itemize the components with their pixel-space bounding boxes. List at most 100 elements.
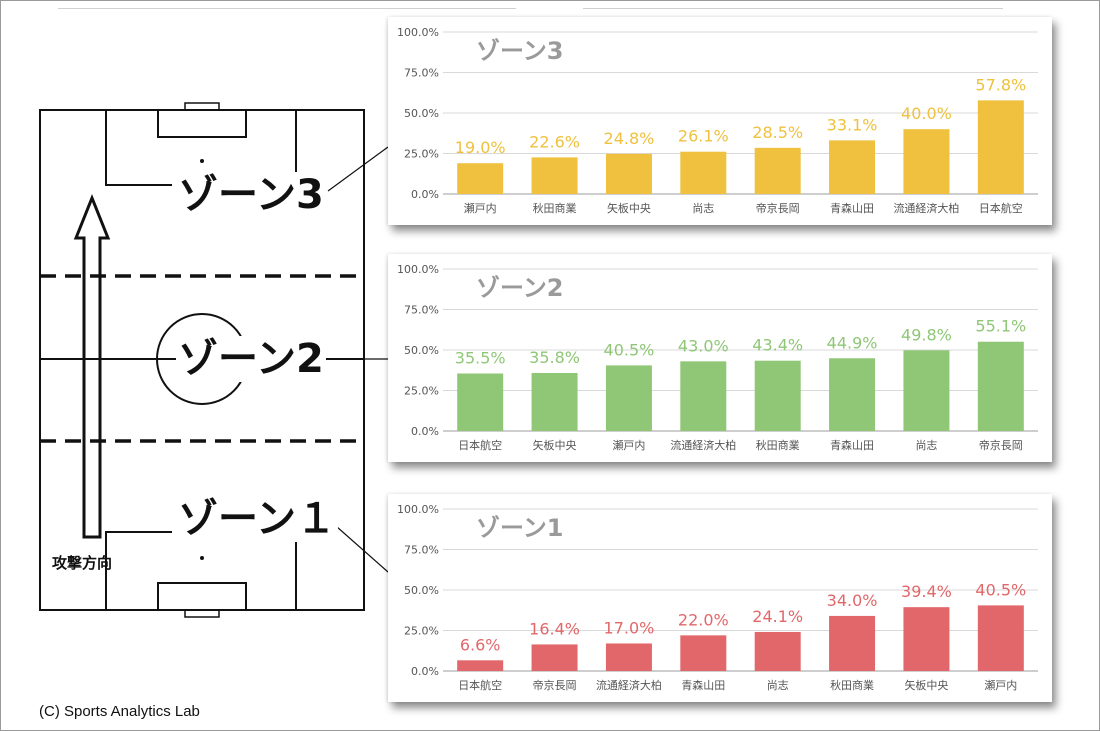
bar [829, 358, 876, 431]
bar-value-label: 26.1% [678, 127, 729, 146]
x-category-label: 矢板中央 [533, 438, 577, 452]
penalty-spot-bottom [200, 556, 204, 560]
bar-value-label: 17.0% [604, 618, 655, 637]
bar [903, 129, 950, 194]
x-category-label: 矢板中央 [607, 201, 651, 215]
x-category-label: 帝京長岡 [979, 438, 1023, 452]
bar-value-label: 40.5% [975, 580, 1026, 599]
y-tick-label: 25.0% [404, 148, 439, 161]
y-tick-label: 75.0% [404, 544, 439, 557]
bar [754, 360, 801, 431]
x-category-label: 日本航空 [458, 438, 502, 452]
bottom-goal-area [157, 582, 247, 611]
zone3-callout-line [327, 146, 389, 192]
x-category-label: 青森山田 [830, 438, 874, 452]
zone3-chart-title: ゾーン3 [476, 37, 564, 65]
x-category-label: 秋田商業 [830, 678, 874, 692]
bar-value-label: 35.5% [455, 348, 506, 367]
y-tick-label: 100.0% [397, 26, 439, 39]
bottom-penalty-area-left [105, 531, 172, 610]
bar [903, 607, 950, 671]
bar-value-label: 19.0% [455, 138, 506, 157]
zone1-pitch-label: ゾーン１ [176, 496, 338, 542]
y-tick-label: 50.0% [404, 107, 439, 120]
bar [977, 100, 1024, 194]
bar [903, 350, 950, 431]
bar-value-label: 35.8% [529, 348, 580, 367]
x-category-label: 瀬戸内 [612, 438, 645, 452]
x-category-label: 流通経済大柏 [670, 438, 736, 452]
y-tick-label: 25.0% [404, 625, 439, 638]
x-category-label: 流通経済大柏 [893, 201, 959, 215]
bar [680, 151, 727, 194]
bar [531, 157, 578, 194]
bar [829, 140, 876, 194]
x-category-label: 秋田商業 [533, 201, 577, 215]
y-tick-label: 50.0% [404, 344, 439, 357]
bar-value-label: 28.5% [752, 123, 803, 142]
zone3-pitch-label: ゾーン3 [176, 172, 326, 218]
y-tick-label: 25.0% [404, 385, 439, 398]
y-tick-label: 0.0% [411, 425, 439, 438]
x-category-label: 帝京長岡 [533, 678, 577, 692]
x-category-label: 日本航空 [458, 678, 502, 692]
attack-direction-arrow [73, 193, 111, 539]
y-tick-label: 0.0% [411, 665, 439, 678]
bar [680, 361, 727, 431]
top-penalty-area-left [105, 110, 172, 186]
bar [977, 341, 1024, 431]
bar-value-label: 43.0% [678, 336, 729, 355]
x-category-label: 青森山田 [830, 201, 874, 215]
bar [754, 147, 801, 194]
zone1-chart-title: ゾーン1 [476, 514, 564, 542]
bar-value-label: 24.8% [604, 129, 655, 148]
x-category-label: 瀬戸内 [984, 678, 1017, 692]
y-tick-label: 100.0% [397, 263, 439, 276]
copyright-text: (C) Sports Analytics Lab [39, 703, 200, 720]
zone2-chart-title: ゾーン2 [476, 274, 564, 302]
bar-value-label: 40.5% [604, 340, 655, 359]
bar-value-label: 43.4% [752, 336, 803, 355]
x-category-label: 尚志 [915, 438, 937, 452]
y-tick-label: 100.0% [397, 503, 439, 516]
y-tick-label: 50.0% [404, 584, 439, 597]
x-category-label: 尚志 [692, 201, 714, 215]
bar [829, 615, 876, 671]
bar-value-label: 49.8% [901, 325, 952, 344]
bar [457, 163, 504, 194]
zone3-chart: 0.0% 25.0% 50.0% 75.0% 100.0% 19.0% 瀬戸内 22.6% 秋田… [397, 26, 1038, 215]
zone2-chart: 0.0% 25.0% 50.0% 75.0% 100.0% 35.5% 日本航空 35.8% 矢… [397, 263, 1038, 452]
zone3-chart-panel: 0.0% 25.0% 50.0% 75.0% 100.0% 19.0% 瀬戸内 22.6% 秋田… [388, 17, 1052, 225]
zone2-chart-panel: 0.0% 25.0% 50.0% 75.0% 100.0% 35.5% 日本航空 35.8% 矢… [388, 254, 1052, 462]
bar-value-label: 57.8% [975, 75, 1026, 94]
bar-value-label: 22.6% [529, 132, 580, 151]
x-category-label: 秋田商業 [756, 438, 800, 452]
bar [977, 605, 1024, 671]
bar [605, 365, 652, 431]
bar-value-label: 39.4% [901, 582, 952, 601]
y-tick-label: 75.0% [404, 67, 439, 80]
bar-value-label: 16.4% [529, 619, 580, 638]
bar-value-label: 55.1% [975, 317, 1026, 336]
bar [605, 153, 652, 194]
zone1-chart: 0.0% 25.0% 50.0% 75.0% 100.0% 6.6% 日本航空 16.4% 帝京… [397, 503, 1038, 692]
bar [531, 644, 578, 671]
zone1-chart-panel: 0.0% 25.0% 50.0% 75.0% 100.0% 6.6% 日本航空 16.4% 帝京… [388, 494, 1052, 702]
x-category-label: 青森山田 [681, 678, 725, 692]
bottom-goal [184, 609, 220, 618]
bar-value-label: 33.1% [827, 115, 878, 134]
bar-value-label: 6.6% [460, 635, 501, 654]
zone2-pitch-label: ゾーン2 [176, 336, 326, 382]
bar-value-label: 40.0% [901, 104, 952, 123]
bar [457, 660, 504, 671]
penalty-spot-top [200, 159, 204, 163]
bar [531, 373, 578, 431]
bar-value-label: 44.9% [827, 333, 878, 352]
bar [457, 373, 504, 431]
top-goal [184, 102, 220, 111]
x-category-label: 帝京長岡 [756, 201, 800, 215]
x-category-label: 日本航空 [979, 201, 1023, 215]
bar [680, 635, 727, 671]
bar [754, 631, 801, 671]
top-divider [583, 8, 1003, 9]
